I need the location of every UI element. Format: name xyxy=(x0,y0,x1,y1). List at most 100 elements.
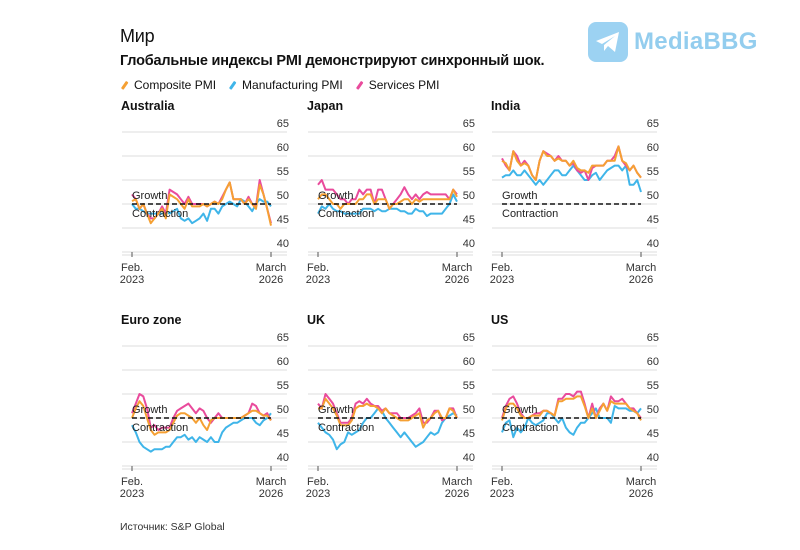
y-tick-label: 50 xyxy=(647,404,659,416)
x-tick-label: 2026 xyxy=(445,488,469,500)
y-tick-label: 65 xyxy=(277,118,289,130)
y-tick-label: 45 xyxy=(277,428,289,440)
x-tick-label: March xyxy=(442,476,473,488)
y-tick-label: 55 xyxy=(647,380,659,392)
x-tick-label: Feb. xyxy=(491,476,513,488)
series-line-manufacturing-pmi xyxy=(501,164,642,193)
y-tick-label: 55 xyxy=(277,166,289,178)
contraction-label: Contraction xyxy=(318,422,374,434)
y-tick-label: 45 xyxy=(647,428,659,440)
x-tick-label: Feb. xyxy=(121,476,143,488)
x-tick-label: 2026 xyxy=(445,274,469,286)
y-tick-label: 45 xyxy=(277,214,289,226)
y-tick-label: 65 xyxy=(647,332,659,344)
growth-label: Growth xyxy=(502,404,537,416)
x-tick-label: March xyxy=(626,262,657,274)
x-tick-label: 2026 xyxy=(259,488,283,500)
growth-label: Growth xyxy=(502,190,537,202)
x-tick-label: Feb. xyxy=(491,262,513,274)
y-tick-label: 40 xyxy=(277,452,289,464)
growth-label: Growth xyxy=(132,190,167,202)
x-tick-label: Feb. xyxy=(307,262,329,274)
growth-label: Growth xyxy=(318,404,353,416)
y-tick-label: 45 xyxy=(647,214,659,226)
y-tick-label: 40 xyxy=(647,238,659,250)
panel-title: Australia xyxy=(121,99,176,113)
y-tick-label: 45 xyxy=(463,214,475,226)
x-tick-label: 2023 xyxy=(306,274,330,286)
x-tick-label: March xyxy=(256,476,287,488)
source-note: Источник: S&P Global xyxy=(120,521,225,533)
contraction-label: Contraction xyxy=(132,422,188,434)
x-tick-label: 2023 xyxy=(120,274,144,286)
series-line-composite-pmi xyxy=(131,400,272,436)
contraction-label: Contraction xyxy=(502,422,558,434)
legend-item-manufacturing: Manufacturing PMI xyxy=(228,78,343,92)
legend-item-services: Services PMI xyxy=(355,78,440,92)
y-tick-label: 60 xyxy=(647,142,659,154)
x-tick-label: March xyxy=(442,262,473,274)
y-tick-label: 45 xyxy=(463,428,475,440)
y-tick-label: 65 xyxy=(463,118,475,130)
y-tick-label: 55 xyxy=(463,166,475,178)
series-line-composite-pmi xyxy=(131,181,272,226)
panel-title: US xyxy=(491,313,508,327)
x-tick-label: 2023 xyxy=(490,274,514,286)
series-line-manufacturing-pmi xyxy=(317,193,458,217)
y-tick-label: 60 xyxy=(277,356,289,368)
y-tick-label: 55 xyxy=(463,380,475,392)
telegram-icon xyxy=(588,22,628,62)
series-line-composite-pmi xyxy=(317,188,458,210)
y-tick-label: 60 xyxy=(277,142,289,154)
x-tick-label: 2023 xyxy=(490,488,514,500)
y-tick-label: 50 xyxy=(277,404,289,416)
growth-label: Growth xyxy=(132,404,167,416)
series-line-manufacturing-pmi xyxy=(501,405,642,439)
legend-label: Composite PMI xyxy=(134,78,217,92)
y-tick-label: 60 xyxy=(463,142,475,154)
y-tick-label: 50 xyxy=(277,190,289,202)
series-line-composite-pmi xyxy=(501,395,642,421)
y-tick-label: 55 xyxy=(277,380,289,392)
contraction-label: Contraction xyxy=(132,208,188,220)
y-tick-label: 65 xyxy=(277,332,289,344)
watermark-logo: MediaBBG xyxy=(588,22,758,62)
page-subtitle: Глобальные индексы PMI демонстрируют син… xyxy=(120,53,545,69)
x-tick-label: 2023 xyxy=(306,488,330,500)
y-tick-label: 40 xyxy=(277,238,289,250)
series-line-manufacturing-pmi xyxy=(317,407,458,451)
x-tick-label: 2026 xyxy=(629,488,653,500)
y-tick-label: 40 xyxy=(463,452,475,464)
y-tick-label: 40 xyxy=(647,452,659,464)
x-tick-label: 2026 xyxy=(259,274,283,286)
x-tick-label: Feb. xyxy=(307,476,329,488)
contraction-label: Contraction xyxy=(502,208,558,220)
series-line-composite-pmi xyxy=(318,397,458,429)
watermark-text: MediaBBG xyxy=(634,28,758,55)
legend-label: Services PMI xyxy=(368,78,440,92)
page-title: Мир xyxy=(120,26,155,46)
y-tick-label: 40 xyxy=(463,238,475,250)
contraction-label: Contraction xyxy=(318,208,374,220)
x-tick-label: March xyxy=(626,476,657,488)
legend: Composite PMI Manufacturing PMI Services… xyxy=(120,78,439,92)
y-tick-label: 50 xyxy=(647,190,659,202)
x-tick-label: 2026 xyxy=(629,274,653,286)
panel-title: Japan xyxy=(307,99,343,113)
y-tick-label: 60 xyxy=(463,356,475,368)
y-tick-label: 60 xyxy=(647,356,659,368)
x-tick-label: Feb. xyxy=(121,262,143,274)
panel-title: India xyxy=(491,99,521,113)
y-tick-label: 50 xyxy=(463,404,475,416)
legend-item-composite: Composite PMI xyxy=(120,78,216,92)
panel-title: Euro zone xyxy=(121,313,181,327)
series-line-composite-pmi xyxy=(501,145,642,181)
x-tick-label: March xyxy=(256,262,287,274)
series-line-manufacturing-pmi xyxy=(131,198,272,225)
y-tick-label: 65 xyxy=(463,332,475,344)
